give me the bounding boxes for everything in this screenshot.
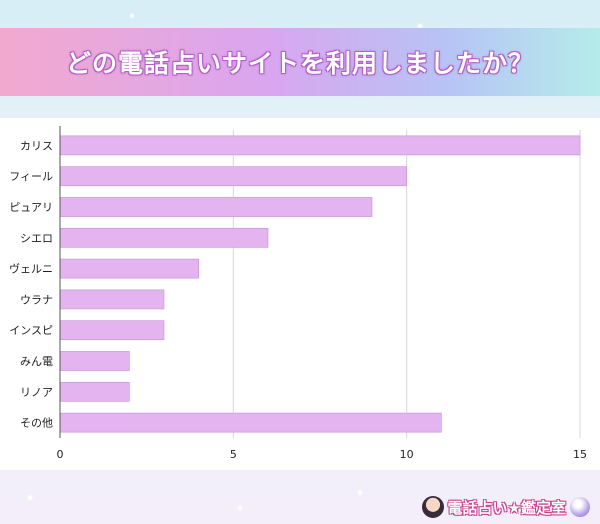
category-label-0: カリス xyxy=(20,139,53,152)
bar-2 xyxy=(59,197,373,217)
bar-8 xyxy=(59,381,130,402)
category-label-1: フィール xyxy=(9,170,53,183)
bar-4 xyxy=(59,258,199,279)
bar-1 xyxy=(59,166,407,187)
logo-text: 電話占い★鑑定室 xyxy=(447,498,566,517)
category-label-7: みん電 xyxy=(20,355,53,368)
category-label-3: シエロ xyxy=(20,232,53,245)
bar-5 xyxy=(59,289,165,310)
bar-9 xyxy=(59,412,442,433)
category-label-5: ウラナ xyxy=(20,293,53,306)
category-label-9: その他 xyxy=(20,417,53,430)
chart-panel: カリスフィールピュアリシエロヴェルニウラナインスピみん電リノアその他 0 5 10 15 xyxy=(0,118,600,470)
x-tick-label-1: 5 xyxy=(230,448,237,461)
category-label-4: ヴェルニ xyxy=(9,262,53,276)
x-tick-label-3: 15 xyxy=(573,448,587,461)
bar-7 xyxy=(59,351,130,371)
x-tick-label-0: 0 xyxy=(57,448,64,461)
fortune-teller-avatar-icon xyxy=(421,496,444,518)
category-label-2: ピュアリ xyxy=(9,201,53,214)
crystal-ball-icon xyxy=(570,497,590,517)
bar-0 xyxy=(59,135,581,156)
page-title: どの電話占いサイトを利用しましたか？ xyxy=(65,49,534,78)
bar-6 xyxy=(59,320,165,341)
site-logo: 電話占い★鑑定室 xyxy=(421,494,590,520)
x-tick-label-2: 10 xyxy=(400,448,414,461)
title-banner: どの電話占いサイトを利用しましたか？ xyxy=(0,28,600,96)
bar-3 xyxy=(59,227,269,248)
category-label-8: リノア xyxy=(20,386,53,399)
category-label-6: インスピ xyxy=(9,324,53,337)
